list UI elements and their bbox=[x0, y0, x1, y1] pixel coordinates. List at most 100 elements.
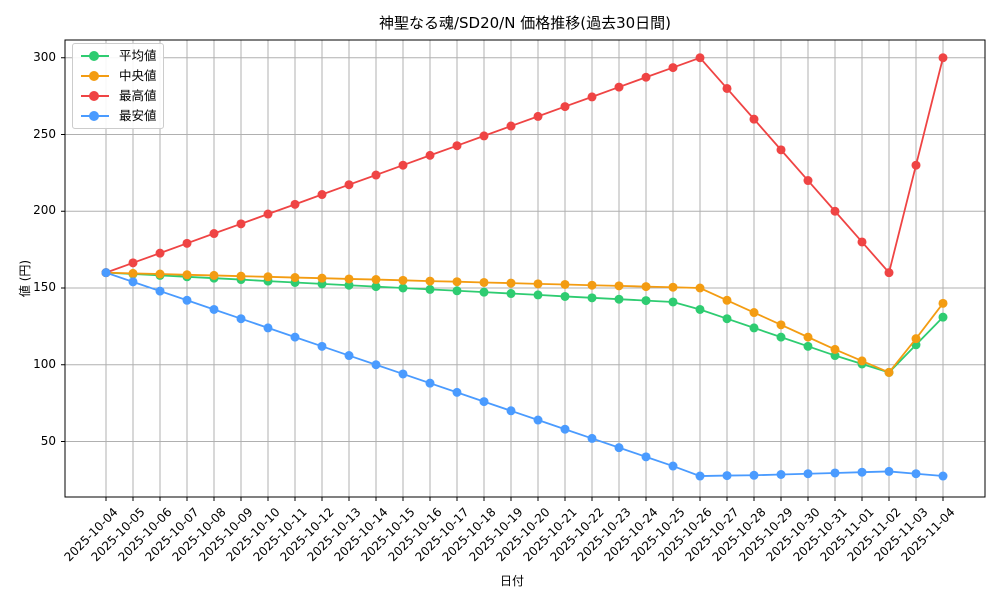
data-point bbox=[776, 332, 786, 342]
data-point bbox=[479, 131, 489, 141]
data-point bbox=[344, 180, 354, 190]
data-point bbox=[344, 274, 354, 284]
data-point bbox=[263, 323, 273, 333]
data-point bbox=[560, 102, 570, 112]
chart-title: 神聖なる魂/SD20/N 価格推移(過去30日間) bbox=[378, 14, 672, 32]
data-point bbox=[722, 471, 732, 481]
data-point bbox=[884, 367, 894, 377]
y-tick-label: 50 bbox=[40, 433, 56, 448]
data-point bbox=[587, 92, 597, 102]
data-point bbox=[749, 308, 759, 318]
legend-item-max: 最高値 bbox=[79, 87, 163, 105]
data-point bbox=[776, 320, 786, 330]
data-point bbox=[317, 341, 327, 351]
legend-item-min: 最安値 bbox=[79, 107, 163, 125]
legend-marker-icon bbox=[89, 51, 99, 61]
legend-marker-icon bbox=[89, 71, 99, 81]
data-point bbox=[695, 283, 705, 293]
data-point bbox=[776, 145, 786, 155]
series-最安値 bbox=[101, 268, 948, 481]
data-point bbox=[425, 284, 435, 294]
data-point bbox=[398, 369, 408, 379]
data-point bbox=[668, 282, 678, 292]
data-point bbox=[317, 190, 327, 200]
data-point bbox=[641, 296, 651, 306]
data-point bbox=[587, 280, 597, 290]
data-point bbox=[182, 238, 192, 248]
y-tick-label: 100 bbox=[33, 356, 56, 371]
legend-label: 中央値 bbox=[119, 68, 157, 83]
data-point bbox=[722, 295, 732, 305]
data-point bbox=[290, 199, 300, 209]
data-point bbox=[614, 281, 624, 291]
data-point bbox=[533, 279, 543, 289]
data-point bbox=[101, 268, 111, 278]
data-point bbox=[641, 72, 651, 82]
series-最高値 bbox=[101, 53, 948, 278]
data-point bbox=[452, 141, 462, 151]
series-中央値 bbox=[101, 268, 948, 377]
data-point bbox=[344, 351, 354, 361]
data-point bbox=[938, 471, 948, 481]
data-point bbox=[695, 53, 705, 63]
data-point bbox=[479, 287, 489, 297]
data-point bbox=[749, 323, 759, 333]
data-point bbox=[479, 277, 489, 287]
data-point bbox=[830, 206, 840, 216]
data-point bbox=[533, 290, 543, 300]
data-point bbox=[371, 360, 381, 370]
data-point bbox=[911, 469, 921, 479]
legend-marker-icon bbox=[89, 91, 99, 101]
data-point bbox=[398, 160, 408, 170]
data-point bbox=[317, 273, 327, 283]
data-point bbox=[533, 111, 543, 121]
data-point bbox=[155, 248, 165, 258]
data-point bbox=[506, 278, 516, 288]
y-tick-label: 200 bbox=[33, 203, 56, 218]
data-point bbox=[398, 275, 408, 285]
data-point bbox=[263, 209, 273, 219]
data-point bbox=[452, 277, 462, 287]
data-point bbox=[614, 82, 624, 92]
data-point bbox=[884, 466, 894, 476]
data-point bbox=[803, 332, 813, 342]
data-point bbox=[560, 424, 570, 434]
legend: 平均値 中央値 最高値 最安値 bbox=[72, 43, 164, 129]
data-point bbox=[722, 83, 732, 93]
data-point bbox=[236, 314, 246, 324]
data-point bbox=[587, 293, 597, 303]
data-point bbox=[290, 332, 300, 342]
y-tick-label: 150 bbox=[33, 280, 56, 294]
data-point bbox=[857, 467, 867, 477]
data-point bbox=[425, 150, 435, 160]
data-point bbox=[938, 298, 948, 308]
data-point bbox=[884, 268, 894, 278]
legend-label: 平均値 bbox=[119, 48, 157, 63]
legend-label: 最高値 bbox=[119, 88, 157, 103]
x-axis-label: 日付 bbox=[500, 574, 525, 588]
legend-item-mean: 平均値 bbox=[79, 47, 163, 65]
data-point bbox=[641, 282, 651, 292]
data-point bbox=[614, 443, 624, 453]
series-平均値 bbox=[101, 268, 948, 377]
data-point bbox=[938, 312, 948, 322]
data-point bbox=[857, 356, 867, 366]
data-point bbox=[128, 268, 138, 278]
data-point bbox=[668, 461, 678, 471]
data-point bbox=[182, 295, 192, 305]
legend-item-median: 中央値 bbox=[79, 67, 163, 85]
data-point bbox=[452, 387, 462, 397]
data-point bbox=[209, 270, 219, 280]
data-point bbox=[803, 176, 813, 186]
data-point bbox=[263, 272, 273, 282]
data-point bbox=[128, 277, 138, 287]
data-point bbox=[425, 276, 435, 286]
data-point bbox=[344, 280, 354, 290]
data-point bbox=[587, 433, 597, 443]
data-point bbox=[371, 170, 381, 180]
data-point bbox=[911, 334, 921, 344]
data-point bbox=[155, 286, 165, 296]
data-point bbox=[749, 470, 759, 480]
data-point bbox=[479, 397, 489, 407]
data-point bbox=[614, 294, 624, 304]
